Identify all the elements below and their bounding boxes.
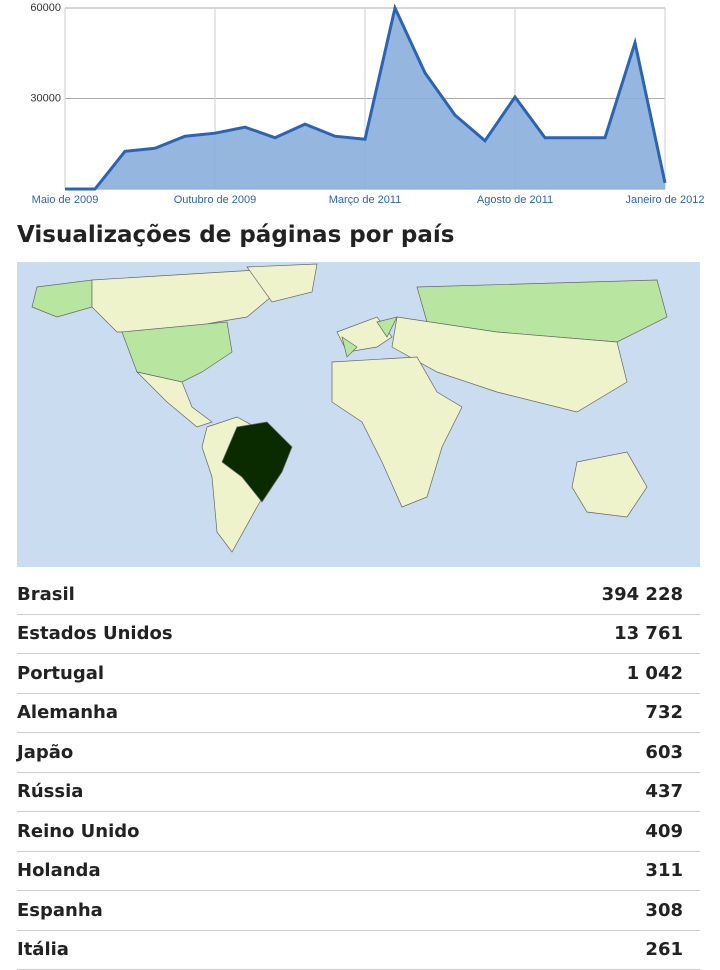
country-row: Brasil 394 228 [17,575,700,615]
country-row: Espanha 308 [17,891,700,931]
y-tick-label: 60000 [30,2,61,14]
country-row: Portugal 1 042 [17,654,700,694]
pageviews: 732 [645,702,683,723]
country-row: Reino Unido 409 [17,812,700,852]
country: Brasil [17,584,75,605]
y-tick-label: 30000 [30,92,61,104]
country: Estados Unidos [17,623,173,644]
country-row: Itália 261 [17,931,700,970]
pageviews: 308 [645,900,683,921]
x-tick-label: Agosto de 2011 [477,194,553,206]
country: Itália [17,939,69,960]
pageviews: 311 [645,860,683,881]
pageviews: 1 042 [627,663,683,684]
country-row: Alemanha 732 [17,694,700,734]
country-row: Holanda 311 [17,852,700,892]
country: Alemanha [17,702,118,723]
country: Reino Unido [17,821,140,842]
pageviews: 409 [645,821,683,842]
country-row: Japão 603 [17,733,700,773]
x-tick-label: Outubro de 2009 [174,194,257,206]
pageviews-chart: 30000 60000 Maio de 2009 Outubro de 2009 Mar… [0,0,720,215]
x-tick-label: Maio de 2009 [32,194,99,206]
pageviews: 603 [645,742,683,763]
pageviews: 394 228 [602,584,683,605]
pageviews: 13 761 [614,623,683,644]
country-row: Estados Unidos 13 761 [17,615,700,655]
country-table: Brasil 394 228 Estados Unidos 13 761 Portuga… [17,575,700,970]
country: Portugal [17,663,104,684]
pageviews: 261 [645,939,683,960]
country-row: Rússia 437 [17,773,700,813]
country: Holanda [17,860,101,881]
country: Rússia [17,781,83,802]
pageviews: 437 [645,781,683,802]
country: Japão [17,742,73,763]
x-tick-label: Janeiro de 2012 [626,194,705,206]
section-title: Visualizações de páginas por país [17,222,454,248]
world-map [17,262,700,567]
country: Espanha [17,900,103,921]
x-tick-label: Março de 2011 [329,194,402,206]
